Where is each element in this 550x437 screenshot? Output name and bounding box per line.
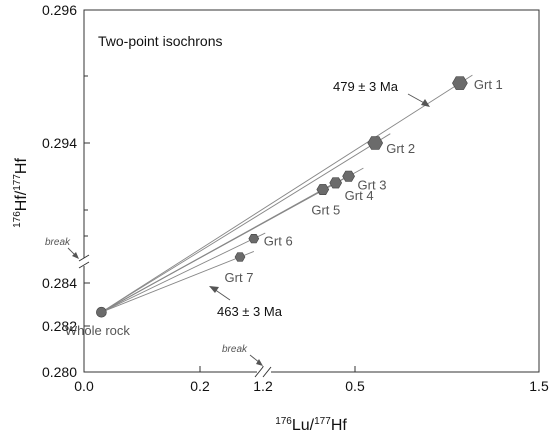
- x-break-gap: [257, 367, 271, 377]
- isochron-line: [101, 74, 473, 313]
- x-axis-break: break: [222, 344, 272, 378]
- x-axis-title-sup2: 177: [314, 416, 331, 427]
- y-break-arrowhead: [72, 252, 79, 259]
- y-axis-title: 176Hf/177Hf: [12, 158, 30, 228]
- y-tick-label: 0.282: [42, 318, 77, 334]
- y-break-gap: [79, 258, 89, 266]
- annotation-arrow-lower: [213, 288, 231, 301]
- x-axis-title-base1: Lu/: [292, 417, 315, 434]
- x-break-slash-1: [254, 366, 264, 378]
- point-label-grt-6: Grt 6: [264, 234, 293, 249]
- point-label-grt-1: Grt 1: [474, 77, 503, 92]
- point-label-grt-7: Grt 7: [225, 270, 254, 285]
- x-axis-title: 176Lu/177Hf: [275, 416, 347, 434]
- point-grt-1: [452, 76, 468, 90]
- age-annotation-upper: 479 ± 3 Ma: [333, 79, 430, 107]
- isochron-line: [101, 232, 266, 313]
- x-break-slash-2: [262, 366, 272, 378]
- x-break-arrowhead: [256, 359, 263, 366]
- data-points: [96, 76, 468, 318]
- point-whole-rock: [96, 306, 107, 318]
- point-label-grt-5: Grt 5: [311, 203, 340, 218]
- isochron-lines: [101, 74, 473, 313]
- point-label-whole-rock: Whole rock: [65, 323, 131, 338]
- isochron-line: [101, 251, 255, 313]
- annotation-arrowhead-upper: [421, 99, 430, 107]
- point-grt-2: [367, 136, 384, 150]
- y-axis: 0.280 0.282 0.284 0.294 0.296: [42, 2, 90, 380]
- y-tick-label: 0.296: [42, 2, 77, 18]
- x-tick-label: 0.2: [190, 378, 210, 394]
- x-tick-label: 1.2: [253, 378, 273, 394]
- y-axis-title-base2: Hf: [13, 158, 30, 175]
- x-axis: 0.0 0.2 1.2 1.5 0.5: [74, 366, 549, 394]
- point-grt-6: [248, 234, 260, 244]
- point-grt-3: [342, 170, 355, 182]
- point-label-grt-3: Grt 3: [358, 177, 387, 192]
- y-tick-label: 0.284: [42, 275, 77, 291]
- point-label-grt-2: Grt 2: [386, 141, 415, 156]
- x-axis-title-base2: Hf: [331, 417, 348, 434]
- y-break-slash-1: [78, 254, 90, 262]
- y-axis-title-sup2: 177: [12, 174, 23, 191]
- isochron-line: [101, 133, 391, 313]
- x-axis-title-sup1: 176: [275, 416, 292, 427]
- y-break-label: break: [45, 237, 71, 248]
- annotation-age-lower: 463 ± 3 Ma: [217, 304, 283, 319]
- point-grt-5: [316, 184, 330, 195]
- annotation-age-upper: 479 ± 3 Ma: [333, 79, 399, 94]
- y-axis-title-sup1: 176: [12, 211, 23, 228]
- y-tick-label: 0.294: [42, 135, 77, 151]
- chart-title: Two-point isochrons: [98, 33, 223, 49]
- plot-frame: [83, 9, 540, 373]
- x-tick-label: 0.0: [74, 378, 94, 394]
- x-tick-label: 0.5: [345, 378, 365, 394]
- isochron-line: [101, 181, 337, 313]
- point-grt-7: [234, 252, 246, 262]
- age-annotation-lower: 463 ± 3 Ma: [209, 286, 283, 319]
- point-label-grt-4: Grt 4: [345, 188, 374, 203]
- point-grt-4: [329, 177, 343, 189]
- annotation-arrowhead-lower: [209, 286, 219, 293]
- y-axis-title-base1: Hf/: [13, 190, 30, 211]
- x-break-label: break: [222, 344, 248, 355]
- x-tick-label: 1.5: [529, 378, 549, 394]
- y-tick-label: 0.280: [42, 364, 77, 380]
- y-axis-break: break: [45, 237, 90, 269]
- y-break-slash-2: [78, 261, 90, 269]
